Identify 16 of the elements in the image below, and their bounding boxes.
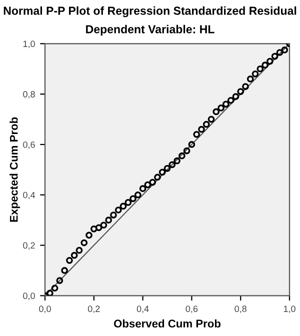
chart-subtitle: Dependent Variable: HL [86, 24, 214, 36]
y-tick-label: 0,2 [23, 242, 35, 250]
y-axis-title: Expected Cum Prob [10, 117, 20, 222]
x-tick-label: 0,6 [186, 306, 198, 314]
x-axis-title: Observed Cum Prob [114, 319, 221, 328]
chart-title: Normal P-P Plot of Regression Standardized Residual [4, 6, 296, 18]
y-tick-label: 0,6 [23, 141, 35, 149]
x-tick-label: 0,4 [136, 306, 149, 314]
x-tick-label: 0,0 [39, 306, 51, 314]
x-tick-label: 1,0 [284, 306, 296, 314]
y-tick-label: 0,8 [23, 91, 35, 99]
y-tick-label: 0,4 [23, 192, 36, 200]
y-tick-label: 1,0 [23, 40, 35, 48]
x-tick-label: 0,8 [234, 306, 246, 314]
y-tick-label: 0,0 [23, 292, 35, 300]
x-tick-label: 0,2 [88, 306, 100, 314]
